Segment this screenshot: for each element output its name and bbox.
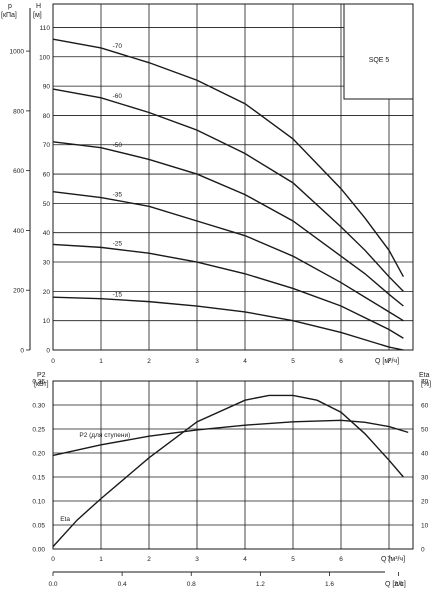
bottom-y2-tick-label: 60 [421,403,429,410]
bottom-curve-label-eta: Eta [60,516,70,523]
bottom-flow-ls-tick-label: 0.4 [118,581,127,588]
top-pressure-tick-label: 200 [13,288,24,295]
bottom-y2-axis-title: Eta [419,372,430,379]
top-y-tick-label: 20 [43,289,51,296]
bottom-x-tick-label: 0 [51,556,55,563]
top-pressure-tick-label: 800 [13,108,24,115]
bottom-x-tick-label: 3 [195,556,199,563]
top-curve-5 [52,296,404,351]
top-curve-0 [52,38,405,278]
bottom-x-tick-label: 4 [243,556,247,563]
bottom-y2-tick-label: 0 [421,547,425,554]
bottom-y-tick-label: 0.00 [32,547,45,554]
top-x-tick-label: 3 [195,358,199,365]
top-y-tick-label: 0 [46,348,50,355]
bottom-flow-ls-tick-label: 0.8 [187,581,196,588]
top-pressure-tick-label: 400 [13,228,24,235]
top-pressure-tick-label: 600 [13,168,24,175]
bottom-y2-tick-label: 20 [421,499,429,506]
bottom-y2-tick-label: 50 [421,427,429,434]
top-y-tick-label: 50 [43,201,51,208]
bottom-curve-1 [52,394,404,548]
bottom-y-tick-label: 0.30 [32,403,45,410]
bottom-y-tick-label: 0.20 [32,451,45,458]
top-curve-4 [52,243,404,339]
top-curve-1 [52,88,404,292]
top-curve-label: -60 [113,93,123,100]
top-x-tick-label: 1 [99,358,103,365]
top-curve-label: -70 [113,43,123,50]
bottom-y-tick-label: 0.25 [32,427,45,434]
bottom-y2-tick-label: 10 [421,523,429,530]
top-curve-2 [52,141,404,307]
top-curve-3 [52,190,404,322]
bottom-y2-axis-unit: [%] [421,381,431,388]
bottom-flow-ls-tick-label: 1.6 [325,581,334,588]
bottom-curve-0 [52,419,409,457]
top-y-tick-label: 70 [43,142,51,149]
top-y-tick-label: 110 [40,25,51,32]
top-y-tick-label: 30 [43,260,51,267]
bottom-y-axis-title: P2 [37,372,46,379]
bottom-y2-tick-label: 70 [421,379,429,386]
top-y-tick-label: 40 [43,230,51,237]
top-x-tick-label: 6 [339,358,343,365]
bottom-y-tick-label: 0.05 [32,523,45,530]
top-curve-label: -15 [113,291,123,298]
bottom-y-tick-label: 0.35 [32,379,45,386]
bottom-x-tick-label: 2 [147,556,151,563]
bottom-curve-label-p2: P2 (для ступени) [79,432,130,439]
bottom-y-axis-unit: [кВт] [34,381,49,388]
top-y-axis-unit: [м] [33,12,42,19]
top-y-tick-label: 10 [43,318,51,325]
model-label-box [343,3,414,100]
top-pressure-axis-title: p [8,3,12,10]
top-x-tick-label: 0 [51,358,55,365]
top-x-axis-title: Q [м³/ч] [375,358,399,365]
bottom-x-tick-label: 6 [339,556,343,563]
bottom-y-tick-label: 0.10 [32,499,45,506]
bottom-y2-tick-label: 30 [421,475,429,482]
bottom-x-axis-title: Q [м³/ч] [381,556,405,563]
top-curve-label: -35 [113,191,123,198]
top-y-axis-title: H [36,3,41,10]
top-x-tick-label: 2 [147,358,151,365]
bottom-flow-ls-title: Q [л/с] [385,581,406,588]
bottom-y-tick-label: 0.15 [32,475,45,482]
bottom-flow-ls-tick-label: 2.0 [394,581,403,588]
top-curve-label: -25 [113,241,123,248]
top-y-tick-label: 100 [39,54,50,61]
bottom-flow-ls-tick-label: 0.0 [48,581,57,588]
top-x-tick-label: 7 [387,358,391,365]
top-x-tick-label: 5 [291,358,295,365]
bottom-y2-tick-label: 40 [421,451,429,458]
top-y-tick-label: 80 [43,113,51,120]
top-pressure-axis-unit: [кПа] [1,12,17,19]
model-label: SQE 5 [369,57,390,64]
top-curve-label: -50 [113,142,123,149]
top-x-tick-label: 4 [243,358,247,365]
top-pressure-tick-label: 0 [20,348,24,355]
bottom-x-tick-label: 7 [387,556,391,563]
bottom-x-tick-label: 5 [291,556,295,563]
top-y-tick-label: 90 [43,84,51,91]
bottom-flow-ls-tick-label: 1.2 [256,581,265,588]
bottom-x-tick-label: 1 [99,556,103,563]
top-pressure-tick-label: 1000 [10,49,25,56]
top-y-tick-label: 60 [43,172,51,179]
